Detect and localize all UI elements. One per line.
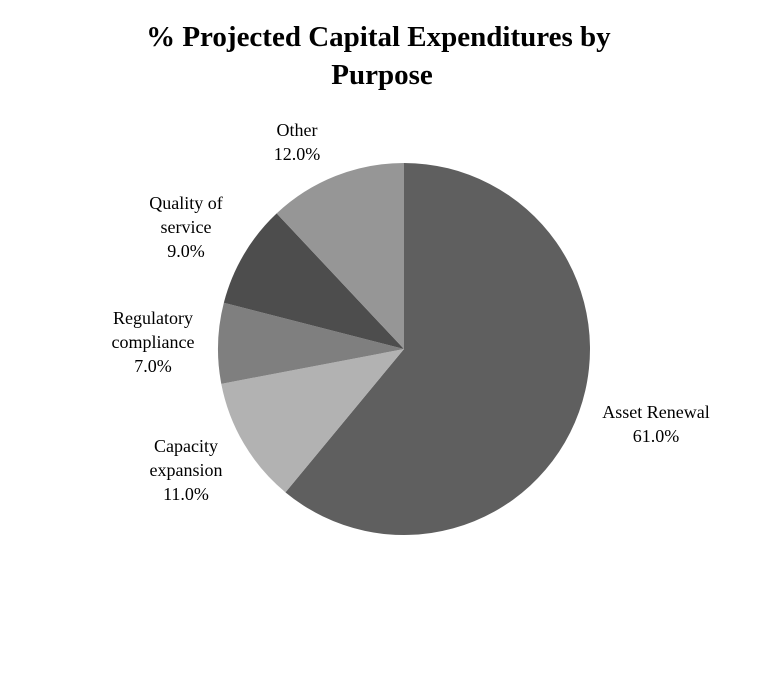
slice-name-label: Quality of [149,193,223,213]
chart-title-line-2: Purpose [331,59,433,91]
slice-name-label: service [161,217,212,237]
slice-name-label: expansion [150,460,223,480]
pie-slice-asset-renewal [285,163,591,535]
pie-slice-quality-of-service [223,213,404,349]
slice-name-label: Asset Renewal [602,402,709,422]
slice-value-label: 11.0% [163,484,209,504]
slice-name-label: Regulatory [113,308,193,328]
chart-title: % Projected Capital Expenditures by Purp… [146,21,618,91]
slice-label: Regulatory compliance 7.0% [112,308,195,376]
slice-name-label: Other [277,120,318,140]
pie-labels: Asset Renewal 61.0% Capacity expansion 11.0%… [112,120,710,504]
pie-slices [218,163,591,535]
slice-value-label: 61.0% [633,426,680,446]
pie-slice-other [276,163,404,349]
slice-label: Quality of service 9.0% [149,193,223,261]
slice-label: Asset Renewal 61.0% [602,402,709,446]
slice-label: Capacity expansion 11.0% [150,436,223,504]
chart-title-line-1: % Projected Capital Expenditures by [146,21,611,53]
slice-value-label: 7.0% [134,356,172,376]
pie-slice-capacity-expansion [221,349,404,493]
pie-slice-regulatory-compliance [218,302,404,384]
slice-label: Other 12.0% [274,120,321,164]
slice-name-label: Capacity [154,436,218,456]
slice-name-label: compliance [112,332,195,352]
slice-value-label: 12.0% [274,144,321,164]
slice-value-label: 9.0% [167,241,205,261]
